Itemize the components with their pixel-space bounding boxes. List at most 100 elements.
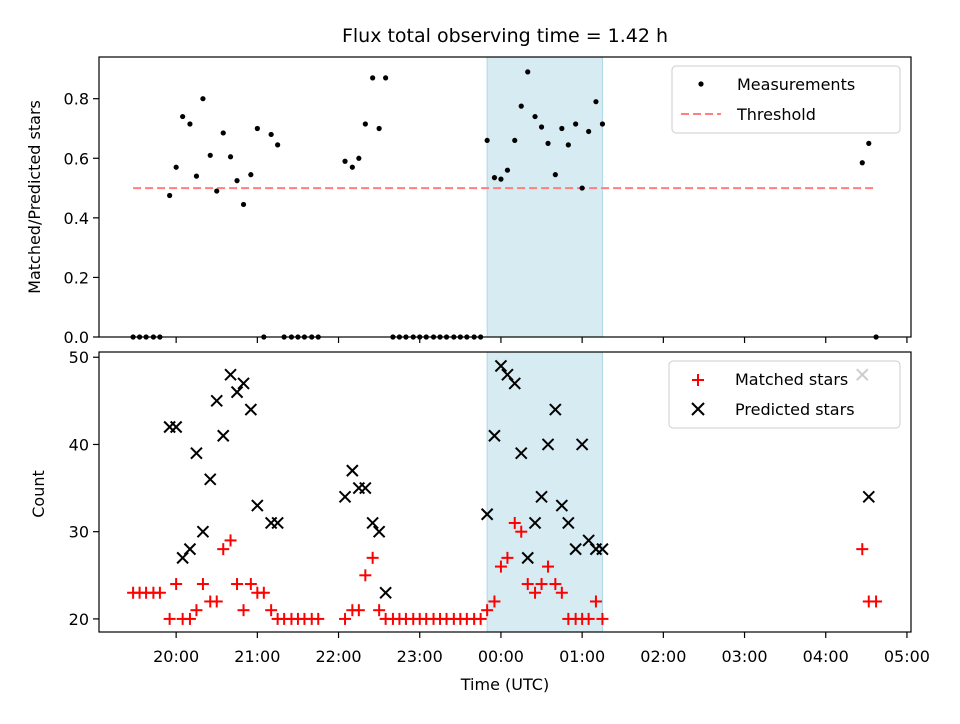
predicted-stars-point (596, 542, 609, 556)
predicted-stars-point (480, 508, 494, 521)
top-legend-box (671, 65, 901, 134)
xtick-label: 21:00 (234, 647, 280, 666)
bottom-legend: Matched stars Predicted stars (668, 360, 901, 429)
matched-stars-series (127, 516, 883, 625)
xtick-label: 03:00 (721, 647, 767, 666)
xtick-label: 22:00 (315, 647, 361, 666)
matched-stars-point (366, 551, 379, 564)
predicted-stars-point (204, 473, 217, 486)
predicted-stars-point (190, 446, 203, 460)
measurement-point (593, 99, 599, 105)
predicted-stars-point (230, 385, 244, 399)
measurement-point (370, 75, 376, 81)
top-panel: 0.00.20.40.60.8 Matched/Predicted stars … (25, 56, 912, 347)
xtick-label: 23:00 (397, 647, 443, 666)
measurement-point (362, 121, 368, 127)
predicted-stars-point (372, 525, 386, 538)
measurement-point (859, 160, 865, 166)
matched-stars-point (231, 578, 244, 591)
measurement-point (227, 154, 234, 160)
measurement-point (552, 172, 558, 178)
top-ytick-label: 0.2 (64, 268, 89, 287)
predicted-stars-point (196, 525, 210, 538)
measurement-point (342, 158, 348, 164)
matched-stars-point (555, 586, 568, 599)
predicted-stars-point (210, 394, 223, 408)
bottom-y-axis-label: Count (29, 470, 48, 518)
matched-stars-point (339, 612, 352, 625)
predicted-stars-point (379, 586, 392, 599)
matched-stars-point (163, 612, 176, 625)
measurement-point (349, 164, 355, 170)
xtick-label: 02:00 (640, 647, 686, 666)
predicted-stars-point (488, 429, 501, 442)
predicted-stars-point (535, 490, 548, 504)
matched-stars-point (481, 604, 494, 617)
matched-stars-point (535, 578, 548, 591)
top-ytick-label: 0.6 (64, 149, 89, 168)
chart-title: Flux total observing time = 1.42 h (342, 25, 668, 47)
measurement-point (207, 152, 213, 158)
predicted-stars-point (562, 516, 575, 530)
bottom-plot-frame (98, 351, 912, 633)
bottom-ytick-label: 20 (69, 610, 89, 629)
top-ytick-label: 0.0 (64, 328, 89, 347)
predicted-stars-point (549, 403, 562, 416)
legend-predicted-label: Predicted stars (735, 400, 855, 419)
matched-stars-point (153, 586, 166, 599)
measurement-point (545, 140, 551, 146)
bottom-x-ticks: 20:00 21:00 22:00 23:00 00:00 01:00 02:00 03:00… (153, 632, 930, 666)
xtick-label: 20:00 (153, 647, 199, 666)
x-axis-label: Time (UTC) (460, 675, 549, 694)
matched-stars-point (373, 604, 386, 617)
matched-stars-point (196, 578, 209, 591)
predicted-stars-point (217, 429, 230, 442)
predicted-stars-point (346, 464, 359, 477)
legend-measurements-label: Measurements (737, 75, 855, 94)
measurement-point (180, 113, 186, 120)
matched-stars-point (190, 604, 203, 617)
matched-stars-point (352, 604, 365, 617)
matched-stars-point (474, 612, 487, 625)
xtick-label: 04:00 (803, 647, 849, 666)
legend-predicted-marker (691, 402, 705, 416)
bottom-legend-box (668, 360, 901, 429)
matched-stars-point (515, 525, 528, 538)
top-ytick-label: 0.4 (64, 209, 89, 228)
predicted-stars-point (271, 516, 284, 530)
measurement-point (491, 175, 498, 181)
measurement-point (234, 178, 240, 184)
measurement-point (200, 96, 206, 102)
legend-matched-marker (692, 374, 704, 386)
measurement-point (220, 130, 226, 136)
measurement-point (173, 164, 179, 170)
measurement-point (538, 124, 545, 130)
bottom-ytick-label: 50 (69, 348, 89, 367)
predicted-stars-point (366, 516, 379, 530)
matched-stars-point (359, 569, 372, 582)
measurement-point (518, 103, 524, 109)
measurement-point (498, 176, 504, 182)
predicted-stars-point (359, 481, 372, 495)
legend-matched-label: Matched stars (735, 370, 848, 389)
matched-stars-point (183, 612, 196, 625)
matched-stars-point (508, 516, 521, 529)
measurement-point (356, 155, 362, 161)
measurement-point (559, 125, 565, 132)
measurement-point (565, 142, 571, 148)
measurement-point (193, 173, 200, 179)
predicted-stars-point (251, 499, 264, 512)
matched-stars-point (596, 612, 609, 625)
matched-stars-point (529, 586, 542, 599)
predicted-stars-point (862, 490, 875, 504)
matched-stars-point (870, 595, 883, 608)
xtick-label: 01:00 (559, 647, 605, 666)
xtick-label: 05:00 (884, 647, 930, 666)
predicted-stars-point (508, 377, 521, 390)
matched-stars-point (488, 595, 501, 608)
top-shaded-span (486, 56, 603, 338)
top-ytick-label: 0.8 (64, 90, 89, 109)
top-y-ticks: 0.0 0.2 0.4 0.6 0.8 (64, 90, 99, 347)
predicted-stars-point (515, 446, 528, 460)
